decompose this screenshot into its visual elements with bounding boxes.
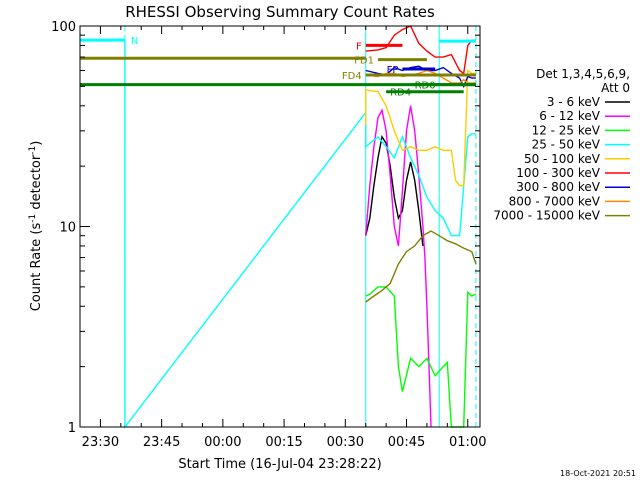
chart-title: RHESSI Observing Summary Count Rates <box>125 3 435 21</box>
flag-label: FP <box>387 65 399 76</box>
legend-label: 800 - 7000 keV <box>509 194 601 208</box>
x-tick-label: 23:30 <box>82 435 119 450</box>
x-axis: 23:30 23:45 00:00 00:15 00:30 00:45 01:00 <box>79 26 486 450</box>
flag-label: FD4 <box>342 71 362 82</box>
legend-label: 300 - 800 keV <box>516 180 600 194</box>
series-line <box>365 69 476 187</box>
flag-label: N <box>131 36 138 47</box>
x-tick-label: 00:15 <box>265 435 302 450</box>
x-axis-label: Start Time (16-Jul-04 23:28:22) <box>178 457 381 472</box>
y-axis-label: Count Rate (s-1 detector-1) <box>28 141 44 312</box>
x-tick-label: 23:45 <box>143 435 180 450</box>
x-tick-label: 01:00 <box>449 435 486 450</box>
legend-header-attenuator: Att 0 <box>601 81 630 95</box>
legend-label: 3 - 6 keV <box>547 95 601 109</box>
series-line <box>365 134 424 246</box>
series-line <box>365 25 476 75</box>
legend-header-detectors: Det 1,3,4,5,6,9, <box>536 67 630 81</box>
flag-label: F <box>356 41 362 52</box>
x-tick-label: 00:45 <box>388 435 425 450</box>
legend-label: 100 - 300 keV <box>516 166 600 180</box>
y-tick-label: 1 <box>68 421 76 436</box>
series-line <box>365 105 432 428</box>
flag-label: FD1 <box>354 56 374 67</box>
legend-label: 7000 - 15000 keV <box>493 209 600 223</box>
series-line <box>365 230 477 303</box>
flag-lines: F N FD1 FD4 RD0 RD4 FP <box>80 36 476 99</box>
series-line <box>365 286 477 428</box>
y-axis: 1 10 100 <box>51 20 480 436</box>
y-tick-label: 10 <box>59 221 76 236</box>
flag-label: RD4 <box>390 88 411 99</box>
y-tick-label: 100 <box>51 20 76 35</box>
series-line <box>80 39 476 430</box>
x-tick-label: 00:30 <box>327 435 364 450</box>
legend-label: 25 - 50 keV <box>532 138 601 152</box>
flag-label: RD0 <box>415 81 436 92</box>
footer-timestamp: 18-Oct-2021 20:51 <box>560 469 636 478</box>
legend-label: 12 - 25 keV <box>532 123 601 137</box>
x-tick-label: 00:00 <box>204 435 241 450</box>
legend-label: 50 - 100 keV <box>524 152 601 166</box>
legend-label: 6 - 12 keV <box>539 109 601 123</box>
